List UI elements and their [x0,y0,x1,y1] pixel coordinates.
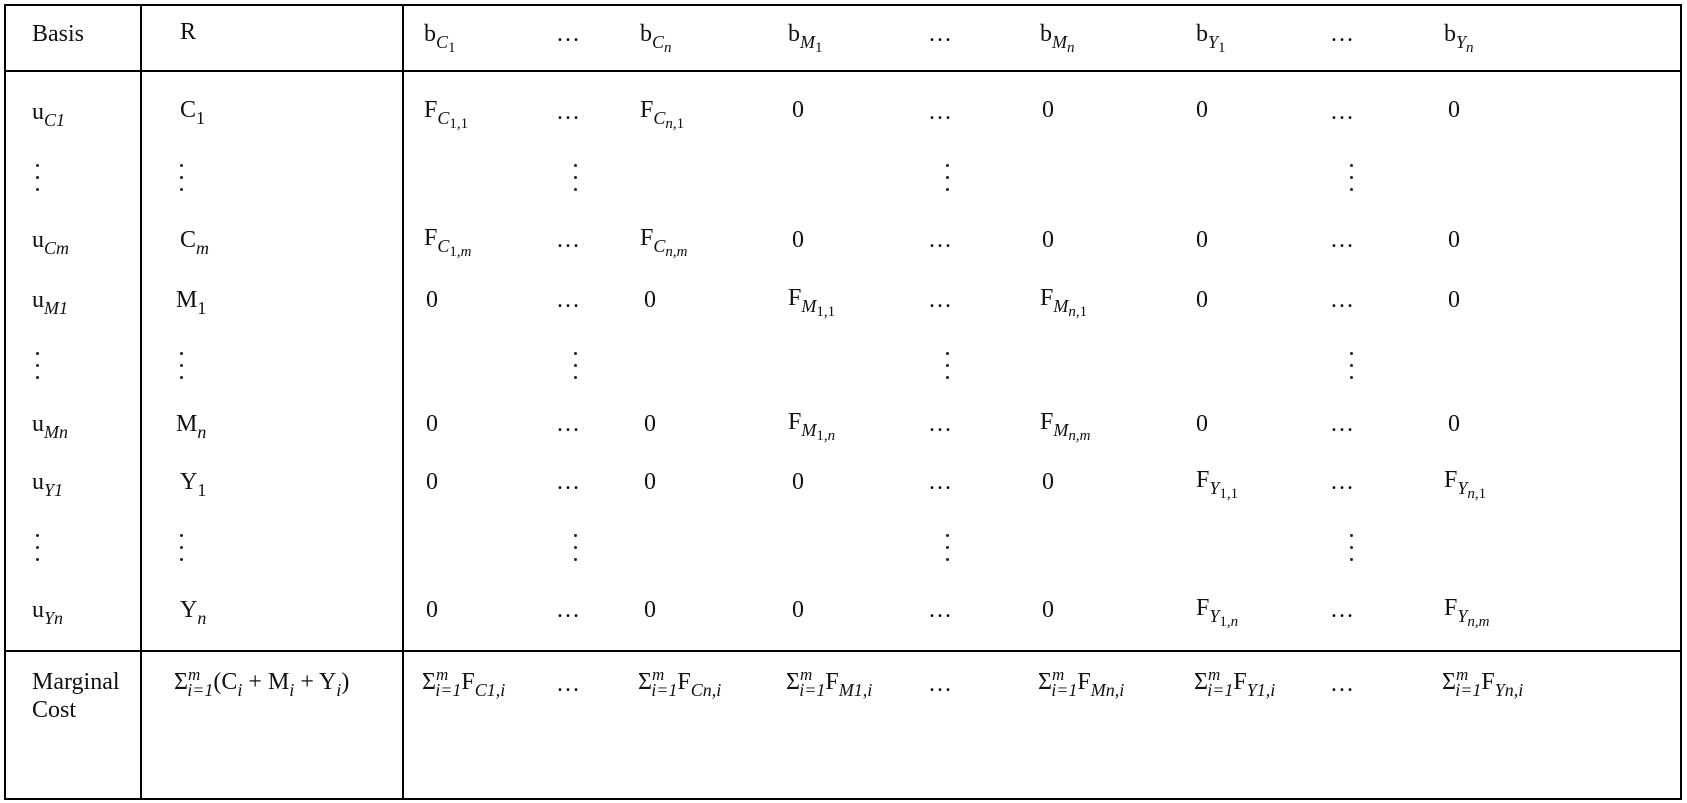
cell-f-cnm: FCn,m [640,224,687,252]
basis-u-cm: uCm [32,226,69,254]
header-b-yn: bYn [1444,20,1474,48]
r-m1: M1 [176,286,206,314]
cell-f-mnm: FMn,m [1040,408,1090,436]
ellipsis: … [556,226,580,254]
col-rule-2 [402,6,404,798]
footer-sum-cn: Σmi=1FCn,i [638,668,721,696]
cell-f-c1m: FC1,m [424,224,471,252]
zero: 0 [1042,596,1054,624]
ellipsis: … [928,410,952,438]
cell-f-ynm: FYn,m [1444,594,1489,622]
footer-sum-y1: Σmi=1FY1,i [1194,668,1275,696]
ellipsis: … [556,468,580,496]
header-ellipsis-1: … [556,20,580,48]
zero: 0 [1448,286,1460,314]
ellipsis: … [556,410,580,438]
zero: 0 [1042,468,1054,496]
zero: 0 [1196,226,1208,254]
basis-u-m1: uM1 [32,286,68,314]
ellipsis: … [928,596,952,624]
zero: 0 [1196,96,1208,124]
ellipsis: … [928,226,952,254]
zero: 0 [426,468,438,496]
ellipsis: … [1330,98,1354,126]
cell-f-cn1: FCn,1 [640,96,684,124]
ellipsis: … [556,596,580,624]
zero: 0 [426,596,438,624]
ellipsis: … [1330,468,1354,496]
ellipsis: … [928,468,952,496]
zero: 0 [1448,96,1460,124]
zero: 0 [644,468,656,496]
ellipsis: … [1330,670,1354,698]
zero: 0 [792,96,804,124]
r-y1: Y1 [180,468,206,496]
header-b-cn: bCn [640,20,672,48]
cell-f-m1n: FM1,n [788,408,835,436]
zero: 0 [644,596,656,624]
zero: 0 [1042,96,1054,124]
header-basis: Basis [32,20,84,48]
r-cm: Cm [180,226,209,254]
simplex-table: Basis R bC1 … bCn bM1 … bMn bY1 … bYn uC… [4,4,1682,800]
header-ellipsis-3: … [1330,20,1354,48]
zero: 0 [1448,410,1460,438]
ellipsis: … [928,670,952,698]
r-yn: Yn [180,596,206,624]
zero: 0 [644,286,656,314]
footer-sum-c1: Σmi=1FC1,i [422,668,505,696]
ellipsis: … [928,286,952,314]
basis-u-c1: uC1 [32,98,65,126]
r-mn: Mn [176,410,206,438]
ellipsis: … [556,670,580,698]
cell-f-m11: FM1,1 [788,284,835,312]
ellipsis: … [1330,410,1354,438]
cell-f-mn1: FMn,1 [1040,284,1087,312]
col-rule-1 [140,6,142,798]
footer-rule [6,650,1680,652]
zero: 0 [426,410,438,438]
footer-sum-yn: Σmi=1FYn,i [1442,668,1523,696]
cell-f-yn1: FYn,1 [1444,466,1486,494]
zero: 0 [644,410,656,438]
header-b-y1: bY1 [1196,20,1226,48]
basis-u-mn: uMn [32,410,68,438]
footer-r-sum: Σmi=1(Ci + Mi + Yi) [174,668,349,696]
header-b-m1: bM1 [788,20,823,48]
zero: 0 [1196,410,1208,438]
header-ellipsis-2: … [928,20,952,48]
ellipsis: … [556,286,580,314]
ellipsis: … [1330,596,1354,624]
zero: 0 [426,286,438,314]
zero: 0 [1042,226,1054,254]
header-b-c1: bC1 [424,20,456,48]
cell-f-y1n: FY1,n [1196,594,1238,622]
footer-label: Marginal Cost [32,668,120,724]
header-b-mn: bMn [1040,20,1075,48]
ellipsis: … [1330,226,1354,254]
header-rule [6,70,1680,72]
ellipsis: … [1330,286,1354,314]
footer-sum-mn: Σmi=1FMn,i [1038,668,1124,696]
zero: 0 [1196,286,1208,314]
cell-f-y11: FY1,1 [1196,466,1238,494]
ellipsis: … [928,98,952,126]
zero: 0 [792,596,804,624]
ellipsis: … [556,98,580,126]
basis-u-y1: uY1 [32,468,63,496]
footer-sum-m1: Σmi=1FM1,i [786,668,872,696]
cell-f-c11: FC1,1 [424,96,468,124]
zero: 0 [792,226,804,254]
zero: 0 [792,468,804,496]
zero: 0 [1448,226,1460,254]
basis-u-yn: uYn [32,596,63,624]
r-c1: C1 [180,96,205,124]
header-r: R [180,18,196,46]
